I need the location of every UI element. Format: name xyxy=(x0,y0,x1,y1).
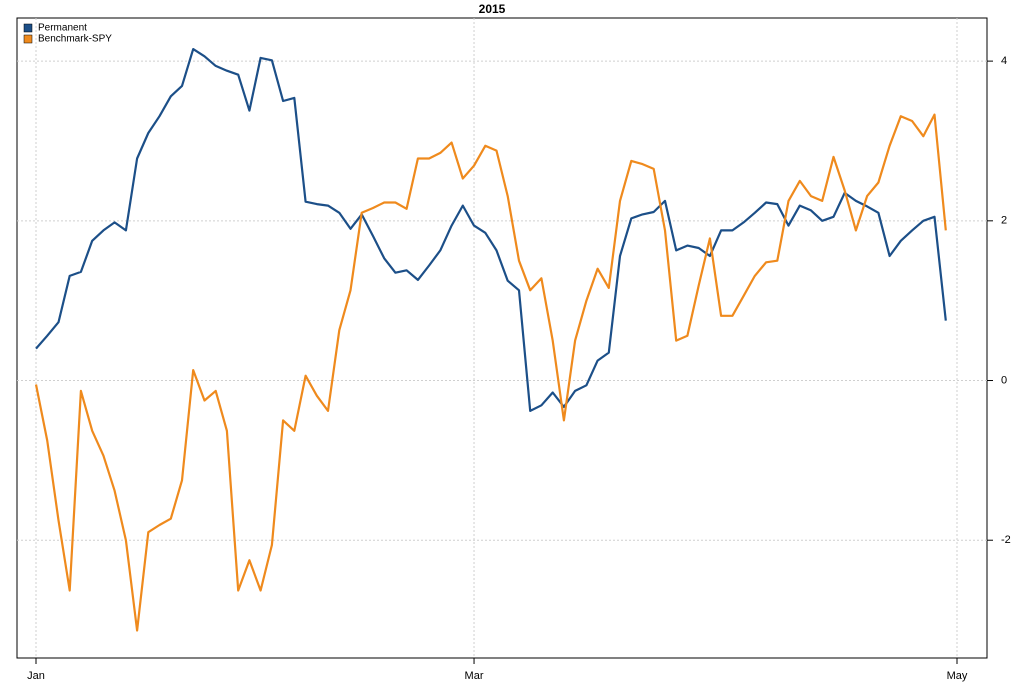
legend-swatch xyxy=(23,34,33,44)
y-tick-label: 2 xyxy=(1001,215,1007,227)
x-tick-label: Jan xyxy=(27,670,45,682)
series-line xyxy=(34,113,947,632)
plot-frame xyxy=(16,17,988,659)
y-tick-label: -2 xyxy=(1001,534,1011,546)
y-tick-label: 0 xyxy=(1001,374,1007,386)
y-tick-label: 4 xyxy=(1001,55,1007,67)
legend-swatch xyxy=(23,23,33,33)
x-tick-label: Mar xyxy=(465,670,484,682)
x-tick-label: May xyxy=(947,670,968,682)
chart-title: 2015 xyxy=(479,2,506,16)
legend-label: Permanent xyxy=(38,23,87,34)
series-line xyxy=(35,48,947,412)
legend-label: Benchmark-SPY xyxy=(38,34,112,45)
